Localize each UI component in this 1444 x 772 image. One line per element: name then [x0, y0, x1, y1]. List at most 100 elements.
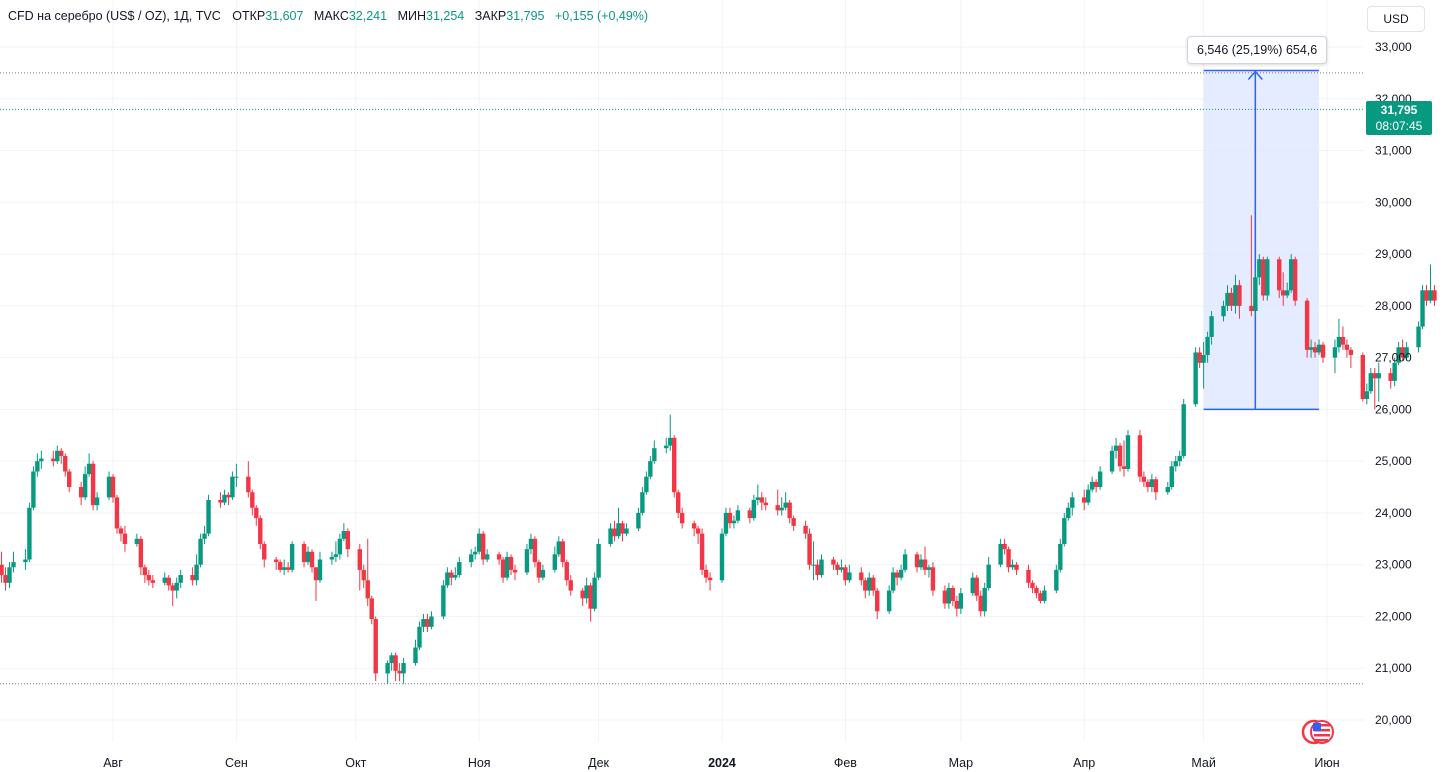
candle	[608, 523, 613, 547]
candle-body	[974, 577, 979, 596]
candle-body	[1117, 445, 1123, 467]
candle-body	[783, 502, 788, 508]
candle-body	[118, 528, 124, 534]
candle-body	[250, 492, 255, 508]
candle-body	[512, 569, 518, 573]
candle	[596, 538, 601, 581]
candle-body	[449, 572, 454, 578]
candle-body	[1416, 326, 1421, 348]
candle	[755, 484, 761, 506]
candle-body	[954, 600, 960, 609]
candle-body	[142, 567, 148, 576]
candle	[457, 556, 462, 578]
candle-body	[194, 564, 199, 581]
candle	[63, 453, 68, 477]
candle	[1062, 512, 1067, 547]
candle	[759, 492, 764, 511]
candle-body	[1253, 277, 1258, 312]
candle-body	[536, 562, 542, 578]
candle-body	[747, 510, 753, 519]
candle-body	[138, 538, 144, 568]
candle-body	[624, 528, 629, 534]
candle	[1038, 590, 1043, 604]
candle-body	[1265, 259, 1270, 296]
candle	[974, 575, 979, 601]
candle-body	[234, 476, 239, 478]
x-tick-label: Сен	[225, 756, 248, 770]
candle	[473, 546, 478, 560]
candle	[719, 528, 725, 583]
candle-body	[373, 619, 378, 674]
candle	[875, 587, 880, 620]
candle	[624, 523, 629, 537]
candle-body	[361, 569, 366, 581]
candle-body	[1424, 290, 1429, 301]
candle	[389, 652, 394, 671]
us-flag-logo-icon[interactable]	[1300, 718, 1340, 748]
candle	[954, 595, 960, 617]
candle	[361, 564, 366, 588]
candle-body	[1360, 355, 1366, 400]
candle	[676, 489, 681, 519]
candle-body	[524, 549, 530, 573]
x-tick-label: Ноя	[468, 756, 491, 770]
candle	[1336, 318, 1342, 353]
candle	[1360, 352, 1366, 402]
candle	[588, 582, 593, 622]
candle	[1093, 479, 1099, 493]
candle-body	[1249, 305, 1254, 312]
candle	[1014, 562, 1019, 576]
candle	[174, 577, 179, 599]
candle	[508, 554, 514, 576]
candle-body	[445, 572, 450, 586]
candle	[803, 520, 808, 539]
candle-body	[67, 471, 72, 488]
candle	[699, 528, 705, 576]
candle-body	[1344, 344, 1350, 350]
candle	[7, 562, 12, 588]
candle-body	[890, 572, 896, 591]
candle	[787, 499, 792, 524]
candle	[27, 502, 32, 563]
candle-body	[1336, 336, 1342, 348]
candle-body	[1121, 466, 1127, 469]
candle-body	[1165, 487, 1170, 493]
candle	[425, 613, 430, 632]
candle-body	[958, 593, 964, 609]
candle-body	[473, 551, 478, 555]
candle	[871, 575, 876, 596]
candle-body	[508, 556, 514, 570]
candle	[476, 528, 482, 555]
candle-body	[385, 663, 390, 674]
candle	[1316, 339, 1322, 356]
candle-body	[859, 572, 864, 581]
candle	[142, 564, 148, 583]
candle-body	[1085, 489, 1091, 503]
candle-body	[134, 538, 140, 544]
candle-body	[1348, 349, 1354, 356]
candle	[190, 567, 195, 586]
candle	[807, 528, 812, 570]
currency-button[interactable]: USD	[1367, 6, 1425, 32]
candle	[644, 471, 649, 495]
candle-body	[218, 499, 223, 503]
candle-body	[592, 577, 597, 609]
candle	[835, 562, 840, 576]
candle	[1209, 311, 1214, 345]
candle	[902, 549, 908, 573]
x-tick-label: Фев	[834, 756, 857, 770]
candle-body	[1312, 347, 1318, 353]
candle-body	[317, 559, 323, 581]
candle-body	[114, 497, 120, 529]
candle	[1308, 339, 1314, 358]
candle	[1205, 331, 1210, 363]
candle	[978, 590, 983, 617]
candle	[246, 461, 251, 498]
candle-body	[469, 554, 474, 563]
y-tick-label: 26,000	[1375, 402, 1412, 416]
candle-body	[329, 556, 335, 560]
candle-body	[1376, 373, 1381, 379]
candle-body	[942, 590, 948, 604]
candle-body	[1109, 450, 1115, 472]
